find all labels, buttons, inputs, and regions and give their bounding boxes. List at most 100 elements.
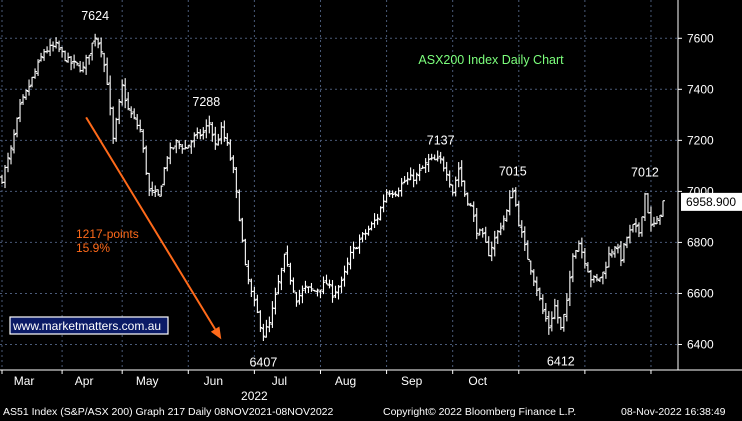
price-bar bbox=[57, 40, 62, 53]
price-bar bbox=[141, 129, 146, 153]
price-bar bbox=[489, 241, 494, 262]
price-bar bbox=[96, 37, 101, 49]
price-bar bbox=[417, 163, 422, 181]
price-bar bbox=[321, 276, 326, 295]
x-tick-label: Apr bbox=[75, 374, 94, 388]
price-bar bbox=[543, 302, 548, 322]
price-bar bbox=[288, 262, 293, 285]
price-bar bbox=[462, 180, 467, 197]
last-value-badge: 6958.900 bbox=[681, 192, 742, 211]
price-bar bbox=[312, 289, 317, 292]
price-bar bbox=[414, 172, 419, 185]
price-bar bbox=[519, 220, 524, 238]
price-bar bbox=[648, 206, 653, 232]
price-bar bbox=[234, 167, 239, 199]
last-value-label: 6958.900 bbox=[686, 195, 736, 209]
price-bar bbox=[81, 61, 86, 73]
price-bar bbox=[327, 279, 332, 289]
price-bar bbox=[72, 54, 77, 69]
price-bar bbox=[282, 253, 287, 273]
price-bar bbox=[309, 282, 314, 292]
price-bar bbox=[549, 311, 554, 332]
price-bar bbox=[126, 92, 131, 111]
price-bar bbox=[9, 145, 14, 165]
price-bar bbox=[657, 214, 662, 225]
price-bar bbox=[192, 132, 197, 148]
price-bar bbox=[600, 271, 605, 285]
price-bar bbox=[225, 133, 230, 146]
price-bar bbox=[510, 187, 515, 199]
price-bar bbox=[330, 280, 335, 303]
y-tick-label: 7600 bbox=[687, 31, 714, 45]
price-bar bbox=[342, 265, 347, 287]
price-bar bbox=[480, 227, 485, 238]
price-bar bbox=[333, 285, 338, 299]
price-bar bbox=[174, 139, 179, 154]
annotation: 1217-points 15.9% bbox=[76, 116, 222, 340]
plot-background bbox=[0, 0, 742, 404]
price-bar bbox=[291, 277, 296, 293]
footer-bar: AS51 Index (S&P/ASX 200) Graph 217 Daily… bbox=[0, 404, 742, 421]
price-bar bbox=[171, 147, 176, 150]
price-bar bbox=[117, 98, 122, 125]
price-bar bbox=[501, 215, 506, 231]
peak-label: 7288 bbox=[192, 95, 220, 109]
price-bar bbox=[393, 191, 398, 197]
price-bar bbox=[336, 285, 341, 300]
price-bar bbox=[612, 246, 617, 258]
footer-security: AS51 Index (S&P/ASX 200) Graph 217 Daily… bbox=[3, 406, 334, 418]
price-bar bbox=[63, 50, 68, 62]
price-bar bbox=[12, 129, 17, 154]
price-bar bbox=[6, 152, 11, 173]
price-bar bbox=[27, 79, 32, 96]
price-bar bbox=[540, 294, 545, 315]
price-bar bbox=[228, 139, 233, 161]
price-bar bbox=[630, 223, 635, 233]
peak-label: 6407 bbox=[249, 356, 277, 370]
price-bar bbox=[120, 79, 125, 106]
price-bar bbox=[294, 292, 299, 307]
price-bar bbox=[90, 42, 95, 61]
price-bar bbox=[39, 52, 44, 62]
price-bar bbox=[276, 274, 281, 295]
price-bar bbox=[243, 238, 248, 266]
price-bar bbox=[381, 194, 386, 213]
price-bar bbox=[504, 209, 509, 222]
price-bar bbox=[18, 99, 23, 123]
price-bar bbox=[534, 276, 539, 297]
price-bar bbox=[426, 153, 431, 173]
price-bar bbox=[528, 260, 533, 275]
x-tick-label: Sep bbox=[401, 374, 423, 388]
price-bar bbox=[285, 245, 290, 267]
price-bar bbox=[231, 155, 236, 174]
y-tick-label: 7200 bbox=[687, 133, 714, 147]
price-bar bbox=[402, 175, 407, 184]
price-bar bbox=[33, 68, 38, 79]
peak-label: 7137 bbox=[427, 133, 455, 147]
peak-label: 7012 bbox=[631, 165, 659, 179]
price-bar bbox=[564, 293, 569, 322]
year-label: 2022 bbox=[241, 389, 268, 403]
price-bar bbox=[324, 274, 329, 285]
price-bar bbox=[69, 56, 74, 71]
price-bar bbox=[339, 276, 344, 293]
price-bar bbox=[597, 277, 602, 282]
price-bar bbox=[75, 61, 80, 66]
price-bar bbox=[375, 213, 380, 225]
price-bar bbox=[585, 262, 590, 273]
price-bar bbox=[186, 144, 191, 149]
price-bar bbox=[531, 269, 536, 287]
price-bar bbox=[258, 310, 263, 332]
price-bar bbox=[354, 246, 359, 250]
price-bar bbox=[561, 313, 566, 332]
price-bar bbox=[147, 172, 152, 197]
price-bar bbox=[132, 108, 137, 120]
peak-label: 7624 bbox=[81, 9, 109, 23]
price-bar bbox=[573, 250, 578, 259]
price-bar bbox=[591, 275, 596, 283]
price-bar bbox=[99, 37, 104, 58]
price-bar bbox=[159, 185, 164, 197]
price-bar bbox=[162, 166, 167, 186]
decline-arrow bbox=[85, 116, 216, 330]
price-bar bbox=[660, 200, 665, 217]
